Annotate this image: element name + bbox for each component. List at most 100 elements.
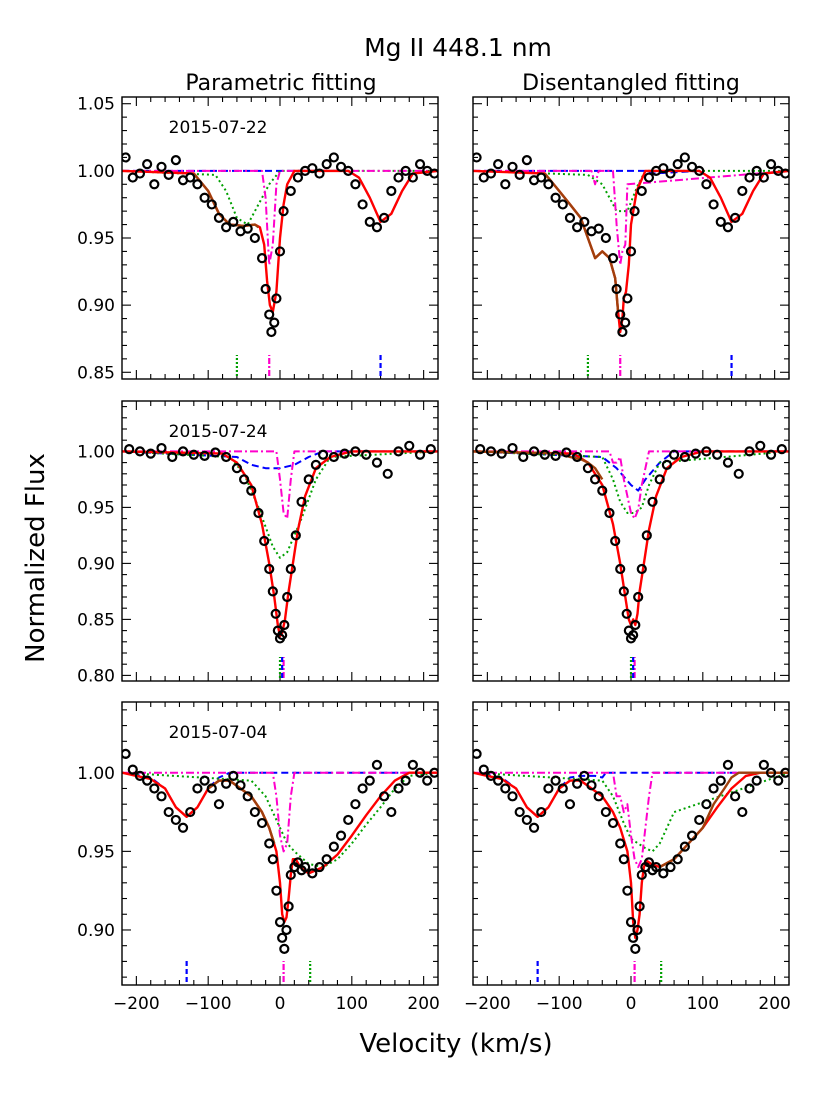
series-line-magenta (122, 450, 438, 520)
data-point (597, 485, 608, 496)
data-point (507, 161, 518, 172)
series-line-brown (192, 172, 260, 229)
data-point (278, 206, 289, 217)
data-point (188, 449, 199, 460)
data-point (386, 806, 397, 818)
data-point (393, 172, 404, 183)
data-point (281, 924, 292, 936)
panel-plot-area (122, 152, 438, 376)
data-point (679, 152, 690, 163)
series-line-green (473, 450, 789, 514)
data-point (145, 448, 156, 459)
data-point (722, 759, 734, 770)
data-point (414, 159, 426, 170)
data-point (712, 449, 723, 460)
data-point (665, 168, 676, 179)
data-point (429, 168, 438, 179)
data-point (242, 791, 253, 802)
data-point (621, 608, 632, 619)
y-axis-label: Normalized Flux (21, 453, 51, 663)
data-point (156, 791, 167, 802)
data-point (221, 778, 232, 789)
data-point (622, 293, 633, 304)
data-point (730, 212, 741, 223)
series-line-brown (659, 771, 789, 869)
data-point (600, 806, 611, 818)
series-line-brown (543, 172, 620, 313)
data-point (300, 861, 311, 873)
data-point (266, 326, 277, 338)
data-point (536, 806, 547, 818)
data-point (661, 459, 673, 470)
data-point (636, 869, 647, 881)
y-tick-label: 1.00 (77, 442, 115, 462)
data-point (127, 172, 138, 183)
x-tick-label: −100 (536, 994, 583, 1014)
data-point (776, 444, 787, 455)
data-point (328, 841, 339, 852)
data-point (192, 783, 203, 794)
data-point (213, 799, 225, 810)
data-point (686, 161, 698, 172)
data-point (163, 169, 174, 180)
data-point (260, 283, 271, 295)
data-point (636, 563, 647, 575)
panel-row2-parametric: 0.80 0.85 0.90 0.95 1.00 2015-07-24 (77, 400, 439, 686)
data-point (350, 179, 361, 190)
data-point (765, 767, 777, 778)
series-line-green (473, 169, 789, 213)
series-line-red (122, 771, 438, 924)
data-point (307, 868, 318, 879)
data-point (561, 447, 572, 458)
series-line-green (122, 169, 438, 226)
data-point (665, 861, 676, 873)
data-point (310, 459, 322, 470)
series-line-magenta (122, 771, 438, 853)
data-point (414, 767, 426, 778)
data-point (618, 586, 629, 597)
data-point (625, 917, 637, 928)
y-tick-label: 0.90 (77, 921, 115, 941)
data-point (364, 216, 375, 227)
data-point (124, 444, 135, 455)
data-point (521, 814, 532, 826)
data-point (290, 530, 301, 541)
data-point (630, 619, 641, 631)
data-point (379, 212, 390, 223)
data-point (425, 444, 436, 455)
data-point (213, 212, 225, 223)
data-point (292, 857, 304, 868)
data-point (528, 822, 540, 833)
data-point (149, 179, 160, 190)
data-point (557, 199, 568, 210)
data-point (285, 185, 296, 197)
series-line-green (122, 771, 438, 869)
data-point (668, 449, 680, 460)
data-point (543, 783, 554, 794)
data-point (586, 780, 597, 791)
data-point (321, 159, 332, 170)
series-line-magenta (473, 771, 789, 869)
data-point (475, 444, 486, 455)
data-point (170, 155, 181, 166)
data-point (641, 530, 652, 541)
data-point (228, 216, 239, 227)
data-point (643, 172, 655, 183)
data-point (156, 442, 167, 454)
date-label: 2015-07-04 (169, 723, 268, 743)
panel-frame (121, 701, 439, 986)
y-tick-label: 0.80 (77, 666, 115, 686)
x-tick-label: 100 (336, 994, 368, 1014)
data-point (253, 507, 264, 519)
data-point (658, 868, 669, 879)
data-point (622, 885, 633, 896)
data-point (339, 448, 350, 459)
data-point (618, 854, 629, 865)
data-point (564, 799, 576, 810)
data-point (607, 253, 619, 264)
data-point (407, 172, 418, 183)
data-point (610, 535, 621, 547)
column-title-parametric: Parametric fitting (185, 71, 376, 96)
data-point (543, 179, 554, 190)
data-point (744, 172, 755, 183)
